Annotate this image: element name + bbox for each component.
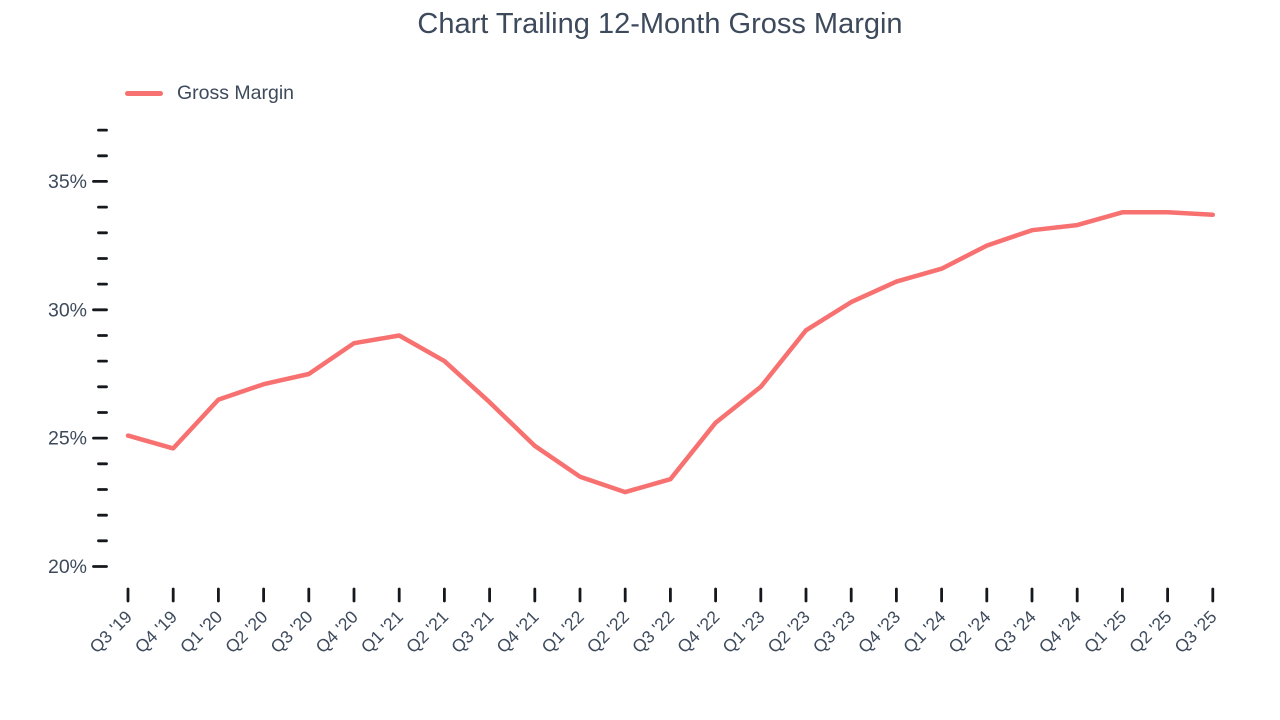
- x-tick-label: Q2 '24: [944, 606, 994, 656]
- x-tick-label: Q2 '25: [1125, 607, 1175, 657]
- legend-line-swatch-icon: [125, 91, 163, 96]
- x-tick-label: Q4 '23: [854, 607, 904, 657]
- gross-margin-series-line[interactable]: [125, 210, 1216, 495]
- x-tick-label: Q3 '24: [990, 606, 1040, 656]
- legend: Gross Margin: [125, 82, 294, 105]
- x-tick-label: Q1 '25: [1080, 607, 1130, 657]
- x-tick-label: Q2 '22: [583, 607, 633, 657]
- x-tick-label: Q3 '21: [447, 607, 497, 657]
- x-tick-label: Q3 '19: [86, 607, 136, 657]
- y-tick-label: 20%: [48, 556, 87, 578]
- x-tick-label: Q2 '21: [402, 607, 452, 657]
- x-tick-label: Q4 '21: [492, 607, 542, 657]
- x-tick-label: Q3 '25: [1170, 607, 1220, 657]
- x-tick-label: Q4 '24: [1035, 606, 1085, 656]
- x-tick-label: Q1 '22: [538, 607, 588, 657]
- x-tick-label: Q2 '20: [221, 606, 271, 656]
- x-tick-label: Q2 '23: [764, 607, 814, 657]
- y-tick-label: 30%: [48, 299, 87, 321]
- x-tick-label: Q4 '20: [312, 606, 362, 656]
- x-tick-label: Q1 '21: [357, 607, 407, 657]
- x-tick-label: Q4 '22: [673, 607, 723, 657]
- x-tick-label: Q4 '19: [131, 607, 181, 657]
- y-tick-label: 25%: [48, 428, 87, 450]
- x-tick-label: Q1 '23: [718, 607, 768, 657]
- x-tick-label: Q3 '22: [628, 607, 678, 657]
- y-tick-label: 35%: [48, 171, 87, 193]
- x-tick-label: Q1 '20: [176, 606, 226, 656]
- x-tick-label: Q3 '20: [266, 606, 316, 656]
- x-tick-label: Q1 '24: [899, 606, 949, 656]
- legend-label: Gross Margin: [177, 82, 295, 104]
- chart-title: Chart Trailing 12-Month Gross Margin: [417, 8, 903, 40]
- x-tick-label: Q3 '23: [809, 607, 859, 657]
